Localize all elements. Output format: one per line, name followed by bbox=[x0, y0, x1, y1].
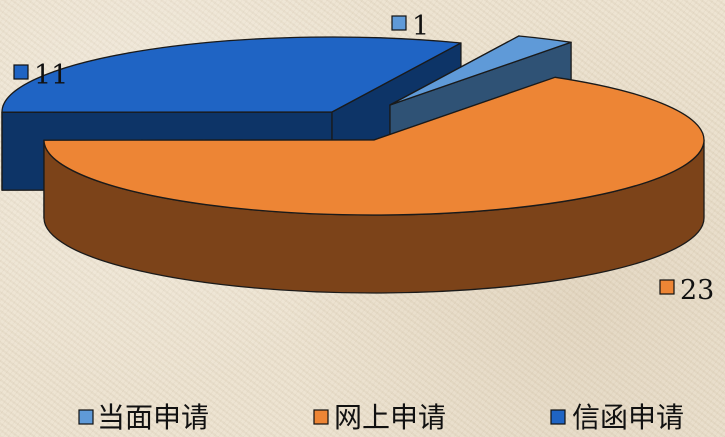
slice-layer bbox=[1, 35, 705, 294]
legend-item-face: 当面申请 bbox=[78, 401, 209, 434]
legend-label-face: 当面申请 bbox=[97, 401, 209, 434]
legend-label-online: 网上申请 bbox=[334, 401, 446, 434]
data-label-group-online: 23 bbox=[659, 275, 714, 306]
data-label-group-letter: 11 bbox=[13, 60, 68, 91]
legend-label-letter: 信函申请 bbox=[572, 401, 684, 434]
data-label-marker-letter bbox=[13, 64, 29, 80]
pie-slice-online bbox=[43, 76, 705, 294]
legend-swatch-face bbox=[78, 409, 94, 425]
data-label-marker-face bbox=[391, 15, 407, 31]
data-label-online: 23 bbox=[680, 275, 714, 306]
slice-top-online bbox=[43, 76, 705, 216]
data-label-group-face: 1 bbox=[391, 11, 429, 42]
slice-top-face bbox=[389, 35, 572, 106]
legend-item-letter: 信函申请 bbox=[550, 401, 684, 434]
legend-item-online: 网上申请 bbox=[313, 401, 446, 434]
slice-top-letter bbox=[1, 36, 462, 113]
legend: 当面申请 网上申请 信函申请 bbox=[78, 401, 684, 434]
data-label-face: 1 bbox=[412, 11, 429, 42]
legend-swatch-letter bbox=[550, 409, 566, 425]
legend-swatch-online bbox=[313, 409, 329, 425]
data-label-letter: 11 bbox=[34, 60, 68, 91]
data-label-marker-online bbox=[659, 279, 675, 295]
